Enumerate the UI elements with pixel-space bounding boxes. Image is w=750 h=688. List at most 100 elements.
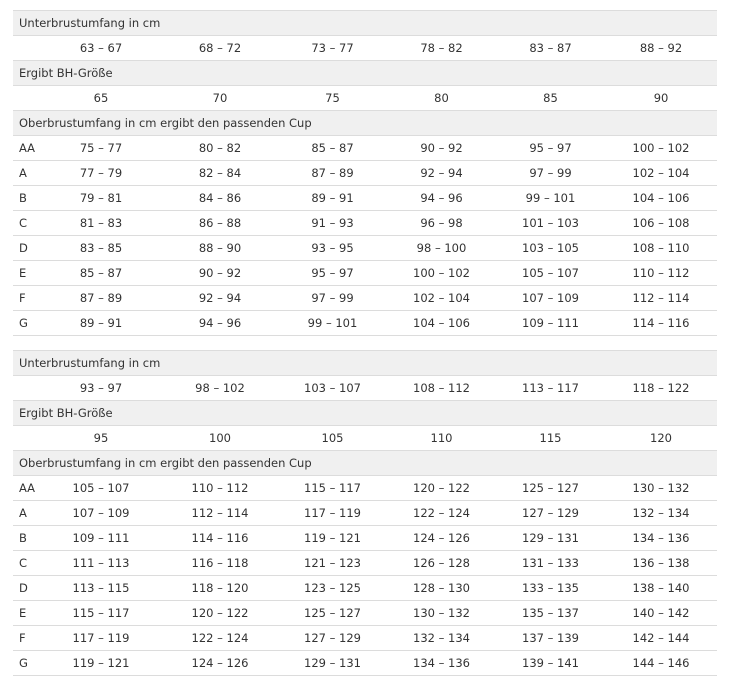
table-cell: 116 – 118 (162, 550, 278, 576)
table-cell: 83 – 85 (40, 235, 162, 261)
table-cell: 128 – 130 (387, 575, 496, 601)
cup-row: D 113 – 115 118 – 120 123 – 125 128 – 130 133… (13, 575, 718, 601)
table-cell: 117 – 119 (40, 625, 162, 651)
table-cell: 107 – 109 (496, 285, 605, 311)
table-cell: 104 – 106 (387, 310, 496, 336)
table-cell: 75 (278, 85, 387, 111)
table-cell: 119 – 121 (40, 650, 162, 676)
table-cell: 125 – 127 (278, 600, 387, 626)
table-cell: 123 – 125 (278, 575, 387, 601)
table-cell: 138 – 140 (605, 575, 718, 601)
table-cell: 105 (278, 425, 387, 451)
table-cell: 119 – 121 (278, 525, 387, 551)
table-cell: 113 – 115 (40, 575, 162, 601)
table-cell: 144 – 146 (605, 650, 718, 676)
size-table: Unterbrustumfang in cm 63 – 67 68 – 72 73 –… (13, 10, 718, 336)
table-cell: 94 – 96 (162, 310, 278, 336)
table-cell: 109 – 111 (496, 310, 605, 336)
table-cell: 127 – 129 (496, 500, 605, 526)
table-cell (13, 425, 40, 451)
table-cell: 112 – 114 (605, 285, 718, 311)
table-cell: A (13, 500, 40, 526)
table-cell: 113 – 117 (496, 375, 605, 401)
table-cell: E (13, 260, 40, 286)
table-cell: 100 (162, 425, 278, 451)
table-cell: 77 – 79 (40, 160, 162, 186)
table-cell: AA (13, 135, 40, 161)
table-cell: Oberbrustumfang in cm ergibt den passend… (13, 110, 718, 136)
table-cell: 111 – 113 (40, 550, 162, 576)
table-cell: 130 – 132 (387, 600, 496, 626)
table-cell: 95 – 97 (496, 135, 605, 161)
cup-row: AA 75 – 77 80 – 82 85 – 87 90 – 92 95 – 97 100… (13, 135, 718, 161)
table-cell: 97 – 99 (496, 160, 605, 186)
table-cell: 80 (387, 85, 496, 111)
table-cell: 114 – 116 (162, 525, 278, 551)
table-cell: Ergibt BH-Größe (13, 60, 718, 86)
table-cell: 85 – 87 (40, 260, 162, 286)
table-cell: 96 – 98 (387, 210, 496, 236)
section-header: Oberbrustumfang in cm ergibt den passend… (13, 110, 718, 136)
table-cell: 84 – 86 (162, 185, 278, 211)
table-cell: D (13, 235, 40, 261)
value-row: 95 100 105 110 115 120 (13, 425, 718, 451)
table-cell: 118 – 122 (605, 375, 718, 401)
table-cell: 70 (162, 85, 278, 111)
cup-row: E 85 – 87 90 – 92 95 – 97 100 – 102 105 – 107… (13, 260, 718, 286)
table-cell: 127 – 129 (278, 625, 387, 651)
table-cell: E (13, 600, 40, 626)
cup-row: F 87 – 89 92 – 94 97 – 99 102 – 104 107 – 109… (13, 285, 718, 311)
table-cell: AA (13, 475, 40, 501)
table-cell: 85 (496, 85, 605, 111)
cup-row: B 109 – 111 114 – 116 119 – 121 124 – 126 129… (13, 525, 718, 551)
table-cell: 88 – 90 (162, 235, 278, 261)
table-cell: 91 – 93 (278, 210, 387, 236)
table-cell: 115 (496, 425, 605, 451)
table-cell: 85 – 87 (278, 135, 387, 161)
cup-row: D 83 – 85 88 – 90 93 – 95 98 – 100 103 – 105 1… (13, 235, 718, 261)
cup-row: A 77 – 79 82 – 84 87 – 89 92 – 94 97 – 99 102 … (13, 160, 718, 186)
table-cell: 110 (387, 425, 496, 451)
table-cell: 88 – 92 (605, 35, 718, 61)
table-cell: 81 – 83 (40, 210, 162, 236)
table-cell: 114 – 116 (605, 310, 718, 336)
section-header: Ergibt BH-Größe (13, 60, 718, 86)
table-cell: 90 (605, 85, 718, 111)
table-cell: 82 – 84 (162, 160, 278, 186)
cup-row: B 79 – 81 84 – 86 89 – 91 94 – 96 99 – 101 104… (13, 185, 718, 211)
table-cell: 108 – 112 (387, 375, 496, 401)
value-row: 63 – 67 68 – 72 73 – 77 78 – 82 83 – 87 88 – … (13, 35, 718, 61)
table-cell: 80 – 82 (162, 135, 278, 161)
table-cell: 115 – 117 (40, 600, 162, 626)
table-cell: 124 – 126 (387, 525, 496, 551)
table-cell: 86 – 88 (162, 210, 278, 236)
table-cell: 78 – 82 (387, 35, 496, 61)
table-cell: 99 – 101 (278, 310, 387, 336)
table-cell: 107 – 109 (40, 500, 162, 526)
table-cell: 132 – 134 (605, 500, 718, 526)
table-cell: 105 – 107 (496, 260, 605, 286)
table-cell: 100 – 102 (387, 260, 496, 286)
value-row: 65 70 75 80 85 90 (13, 85, 718, 111)
table-cell: 102 – 104 (605, 160, 718, 186)
table-cell: 83 – 87 (496, 35, 605, 61)
table-cell: 93 – 97 (40, 375, 162, 401)
table-cell: 129 – 131 (496, 525, 605, 551)
table-cell: 142 – 144 (605, 625, 718, 651)
table-cell: 65 (40, 85, 162, 111)
cup-row: G 89 – 91 94 – 96 99 – 101 104 – 106 109 – 11… (13, 310, 718, 336)
table-cell: 95 – 97 (278, 260, 387, 286)
table-cell: 131 – 133 (496, 550, 605, 576)
table-cell: 105 – 107 (40, 475, 162, 501)
table-cell: A (13, 160, 40, 186)
table-cell: 122 – 124 (162, 625, 278, 651)
table-cell: Oberbrustumfang in cm ergibt den passend… (13, 450, 718, 476)
table-cell: 102 – 104 (387, 285, 496, 311)
table-cell: B (13, 525, 40, 551)
table-cell: 126 – 128 (387, 550, 496, 576)
table-cell: 120 (605, 425, 718, 451)
table-cell: 100 – 102 (605, 135, 718, 161)
table-cell: 104 – 106 (605, 185, 718, 211)
table-body: Unterbrustumfang in cm 63 – 67 68 – 72 73 –… (13, 10, 718, 336)
table-cell: 95 (40, 425, 162, 451)
